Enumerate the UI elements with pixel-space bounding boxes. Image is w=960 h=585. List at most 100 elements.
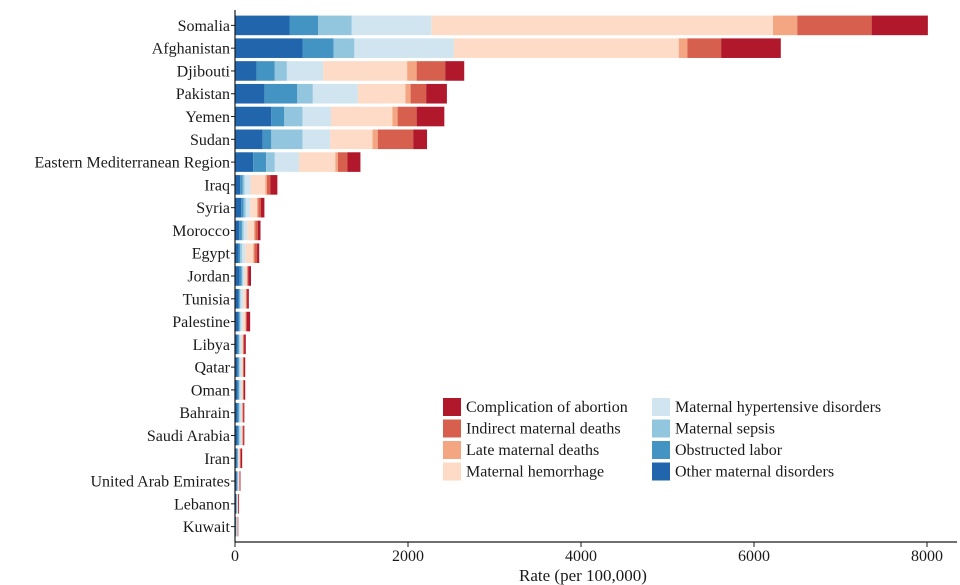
- bar-qatar-maternal-hemorrhage: [241, 357, 243, 377]
- bar-somalia-late-maternal-deaths: [773, 15, 798, 36]
- bar-djibouti-maternal-hemorrhage: [323, 61, 408, 81]
- bar-palestine-maternal-hemorrhage: [242, 311, 246, 332]
- category-label-lebanon: Lebanon: [174, 496, 230, 513]
- bar-eastern-mediterranean-region-late-maternal-deaths: [335, 152, 338, 172]
- legend-label-maternal-hypertensive-disorders: Maternal hypertensive disorders: [675, 399, 881, 416]
- bar-yemen-complication-of-abortion: [416, 106, 445, 127]
- bar-libya-obstructed-labor: [237, 334, 239, 355]
- bar-somalia-maternal-hypertensive-disorders: [351, 15, 432, 36]
- bar-iran-maternal-hemorrhage: [238, 448, 240, 469]
- x-tick-label-0: 0: [231, 548, 239, 565]
- bar-qatar-obstructed-labor: [237, 357, 239, 377]
- bar-eastern-mediterranean-region-indirect-maternal-deaths: [337, 152, 348, 172]
- bar-pakistan-obstructed-labor: [264, 83, 298, 104]
- bar-afghanistan-maternal-sepsis: [333, 38, 355, 58]
- bar-oman-complication-of-abortion: [243, 380, 246, 400]
- bar-djibouti-other-maternal-disorders: [235, 61, 257, 81]
- bar-oman-maternal-hypertensive-disorders: [239, 380, 242, 400]
- bar-djibouti-maternal-hypertensive-disorders: [286, 61, 324, 81]
- bar-oman-obstructed-labor: [237, 380, 239, 400]
- bar-morocco-obstructed-labor: [239, 220, 242, 241]
- bar-tunisia-maternal-hypertensive-disorders: [240, 288, 244, 309]
- bar-jordan-other-maternal-disorders: [235, 266, 240, 286]
- legend-label-maternal-sepsis: Maternal sepsis: [675, 421, 775, 438]
- bar-jordan-maternal-hypertensive-disorders: [242, 266, 245, 286]
- legend-label-other-maternal-disorders: Other maternal disorders: [675, 464, 834, 481]
- bar-saudi-arabia-complication-of-abortion: [243, 425, 245, 446]
- category-label-palestine: Palestine: [172, 314, 230, 331]
- bar-bahrain-maternal-hemorrhage: [241, 402, 243, 423]
- category-label-afghanistan: Afghanistan: [152, 41, 230, 58]
- bar-egypt-late-maternal-deaths: [253, 243, 255, 264]
- bar-egypt-other-maternal-disorders: [235, 243, 239, 264]
- bar-pakistan-other-maternal-disorders: [235, 83, 265, 104]
- legend-swatch-complication-of-abortion: [443, 398, 461, 416]
- bar-pakistan-maternal-hemorrhage: [357, 83, 406, 104]
- bar-iraq-other-maternal-disorders: [235, 175, 241, 195]
- bar-yemen-maternal-hypertensive-disorders: [302, 106, 332, 127]
- category-label-iran: Iran: [204, 451, 230, 468]
- legend-label-obstructed-labor: Obstructed labor: [675, 442, 783, 459]
- category-label-qatar: Qatar: [194, 360, 230, 377]
- bar-tunisia-other-maternal-disorders: [235, 288, 239, 309]
- legend: Complication of abortion Indirect materna…: [443, 398, 881, 481]
- category-label-egypt: Egypt: [192, 246, 231, 263]
- bar-iran-maternal-hypertensive-disorders: [238, 448, 239, 469]
- bar-pakistan-maternal-sepsis: [297, 83, 313, 104]
- bar-iraq-maternal-hypertensive-disorders: [244, 175, 251, 195]
- bar-morocco-indirect-maternal-deaths: [255, 220, 258, 241]
- legend-swatch-maternal-hypertensive-disorders: [652, 398, 670, 416]
- bar-afghanistan-maternal-hypertensive-disorders: [354, 38, 454, 58]
- bar-saudi-arabia-maternal-sepsis: [238, 425, 240, 446]
- bar-tunisia-indirect-maternal-deaths: [246, 288, 248, 309]
- bar-syria-obstructed-labor: [241, 197, 244, 218]
- legend-swatch-late-maternal-deaths: [443, 441, 461, 459]
- bar-lebanon-complication-of-abortion: [238, 494, 240, 514]
- bar-somalia-other-maternal-disorders: [235, 15, 290, 36]
- bar-syria-other-maternal-disorders: [235, 197, 242, 218]
- category-label-sudan: Sudan: [190, 132, 230, 149]
- bar-syria-maternal-hemorrhage: [250, 197, 258, 218]
- bar-pakistan-late-maternal-deaths: [405, 83, 411, 104]
- bar-iran-complication-of-abortion: [240, 448, 243, 469]
- bar-iraq-late-maternal-deaths: [265, 175, 267, 195]
- bar-saudi-arabia-maternal-hypertensive-disorders: [239, 425, 242, 446]
- bar-iraq-maternal-hemorrhage: [250, 175, 266, 195]
- bar-iraq-complication-of-abortion: [270, 175, 278, 195]
- bar-afghanistan-complication-of-abortion: [721, 38, 781, 58]
- legend-label-complication-of-abortion: Complication of abortion: [466, 399, 628, 416]
- bar-djibouti-complication-of-abortion: [445, 61, 465, 81]
- legend-swatch-maternal-sepsis: [652, 419, 670, 438]
- bar-libya-indirect-maternal-deaths: [243, 334, 245, 355]
- bar-palestine-complication-of-abortion: [246, 311, 251, 332]
- bar-bahrain-other-maternal-disorders: [235, 402, 238, 423]
- bar-oman-indirect-maternal-deaths: [243, 380, 244, 400]
- bar-libya-maternal-hypertensive-disorders: [239, 334, 242, 355]
- bar-tunisia-maternal-sepsis: [239, 288, 241, 309]
- bar-afghanistan-late-maternal-deaths: [678, 38, 688, 58]
- bar-sudan-complication-of-abortion: [413, 129, 428, 150]
- bar-sudan-maternal-hypertensive-disorders: [302, 129, 331, 150]
- category-label-tunisia: Tunisia: [183, 291, 230, 308]
- bar-pakistan-maternal-hypertensive-disorders: [312, 83, 358, 104]
- bar-libya-other-maternal-disorders: [235, 334, 238, 355]
- bar-tunisia-complication-of-abortion: [247, 288, 249, 309]
- bar-somalia-maternal-sepsis: [318, 15, 352, 36]
- bar-eastern-mediterranean-region-complication-of-abortion: [347, 152, 361, 172]
- bar-morocco-maternal-hemorrhage: [247, 220, 255, 241]
- category-label-morocco: Morocco: [172, 223, 230, 240]
- x-tick-label-6000: 6000: [738, 548, 770, 565]
- category-labels: Somalia Afghanistan Djibouti Pakistan Yemen S…: [35, 18, 235, 536]
- legend-label-maternal-hemorrhage: Maternal hemorrhage: [466, 464, 604, 481]
- bar-iraq-indirect-maternal-deaths: [267, 175, 271, 195]
- bar-jordan-maternal-sepsis: [241, 266, 243, 286]
- bar-jordan-obstructed-labor: [239, 266, 242, 286]
- bar-syria-maternal-sepsis: [243, 197, 246, 218]
- bar-somalia-indirect-maternal-deaths: [797, 15, 872, 36]
- bar-lebanon-other-maternal-disorders: [235, 494, 237, 514]
- bar-sudan-maternal-hemorrhage: [330, 129, 373, 150]
- bar-yemen-maternal-sepsis: [284, 106, 303, 127]
- category-label-oman: Oman: [191, 382, 230, 399]
- bars-layer: [235, 15, 928, 537]
- category-label-eastern-mediterranean-region: Eastern Mediterranean Region: [35, 155, 230, 172]
